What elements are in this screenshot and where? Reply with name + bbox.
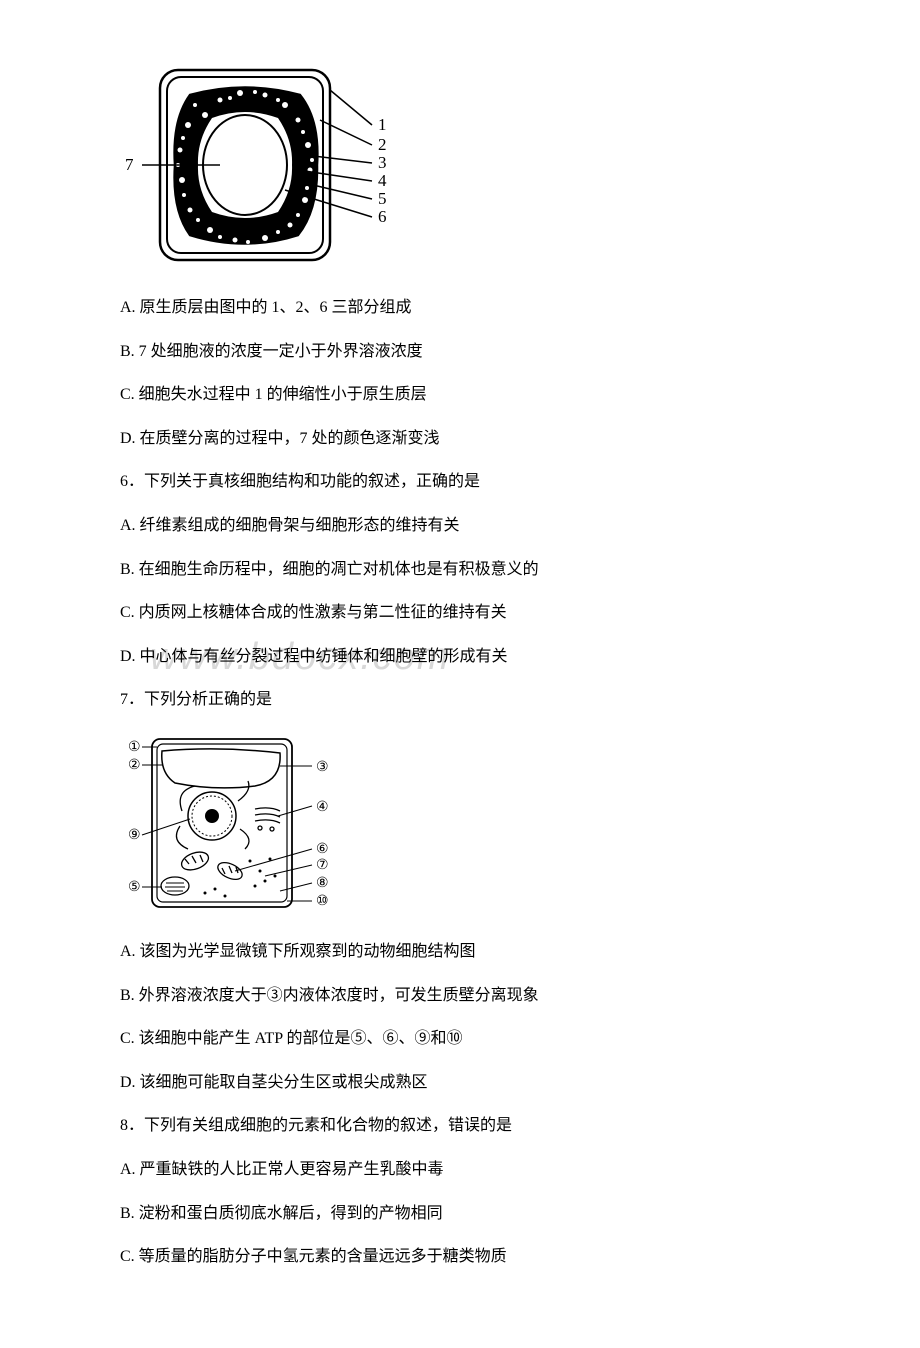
q6-option-a: A. 纤维素组成的细胞骨架与细胞形态的维持有关	[120, 513, 840, 539]
d2-label-5: ⑤	[128, 880, 141, 895]
d2-label-8: ⑧	[316, 876, 329, 891]
q5-option-c: C. 细胞失水过程中 1 的伸缩性小于原生质层	[120, 382, 840, 408]
d2-label-6: ⑥	[316, 842, 329, 857]
d2-label-10: ⑩	[316, 894, 329, 909]
q5-option-d: D. 在质壁分离的过程中，7 处的颜色逐渐变浅	[120, 426, 840, 452]
d2-label-9: ⑨	[128, 828, 141, 843]
d2-label-1: ①	[128, 740, 141, 755]
d2-label-3: ③	[316, 760, 329, 775]
cell-diagram-q5: 1 2 3 4 5 6 7	[120, 60, 840, 275]
q6-option-d: D. 中心体与有丝分裂过程中纺锤体和细胞壁的形成有关	[120, 644, 840, 670]
q6-option-b: B. 在细胞生命历程中，细胞的凋亡对机体也是有积极意义的	[120, 557, 840, 583]
diagram1-label-2: 2	[378, 135, 387, 154]
diagram1-label-7: 7	[125, 155, 134, 174]
q7-option-a: A. 该图为光学显微镜下所观察到的动物细胞结构图	[120, 939, 840, 965]
q8-option-b: B. 淀粉和蛋白质彻底水解后，得到的产物相同	[120, 1201, 840, 1227]
cell-diagram-q7: ① ② ⑨ ⑤ ③ ④ ⑥ ⑦ ⑧ ⑩	[120, 731, 840, 921]
q7-option-d: D. 该细胞可能取自茎尖分生区或根尖成熟区	[120, 1070, 840, 1096]
diagram1-label-1: 1	[378, 115, 387, 134]
diagram1-label-5: 5	[378, 189, 387, 208]
q8-option-c: C. 等质量的脂肪分子中氢元素的含量远远多于糖类物质	[120, 1244, 840, 1270]
q7-stem: 7．下列分析正确的是	[120, 687, 840, 713]
q6-stem: 6．下列关于真核细胞结构和功能的叙述，正确的是	[120, 469, 840, 495]
q5-option-a: A. 原生质层由图中的 1、2、6 三部分组成	[120, 295, 840, 321]
d2-label-2: ②	[128, 758, 141, 773]
diagram1-label-3: 3	[378, 153, 387, 172]
q7-option-c: C. 该细胞中能产生 ATP 的部位是⑤、⑥、⑨和⑩	[120, 1026, 840, 1052]
d2-label-4: ④	[316, 800, 329, 815]
q7-option-b: B. 外界溶液浓度大于③内液体浓度时，可发生质壁分离现象	[120, 983, 840, 1009]
diagram1-label-6: 6	[378, 207, 387, 226]
d2-label-7: ⑦	[316, 858, 329, 873]
diagram1-label-4: 4	[378, 171, 387, 190]
q5-option-b: B. 7 处细胞液的浓度一定小于外界溶液浓度	[120, 339, 840, 365]
q6-option-c: C. 内质网上核糖体合成的性激素与第二性征的维持有关	[120, 600, 840, 626]
q8-option-a: A. 严重缺铁的人比正常人更容易产生乳酸中毒	[120, 1157, 840, 1183]
q8-stem: 8．下列有关组成细胞的元素和化合物的叙述，错误的是	[120, 1113, 840, 1139]
